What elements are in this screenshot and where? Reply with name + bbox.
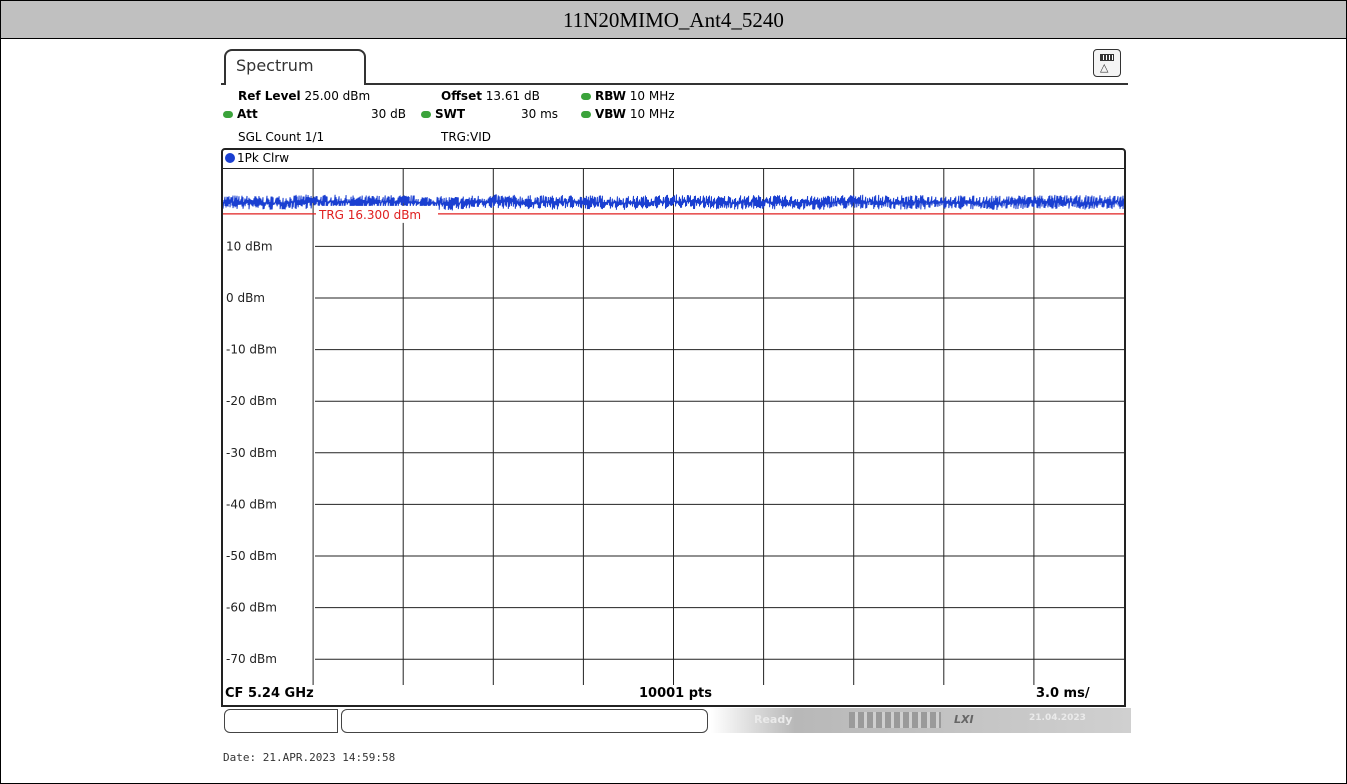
att-led-icon	[223, 111, 233, 118]
date-stamp: Date: 21.APR.2023 14:59:58	[223, 751, 396, 764]
softkey-input[interactable]	[341, 709, 708, 733]
delta-icon: △	[1100, 61, 1109, 74]
page-title: 11N20MIMO_Ant4_5240	[1, 1, 1346, 39]
center-frequency: CF 5.24 GHz	[225, 686, 314, 701]
y-tick-label: -20 dBm	[226, 394, 277, 408]
rbw-label: RBW	[595, 89, 626, 103]
y-tick-label: -40 dBm	[226, 497, 277, 511]
trace-label: 1Pk Clrw	[225, 151, 289, 165]
vbw-label: VBW	[595, 107, 627, 121]
y-tick-label: -70 dBm	[226, 652, 277, 666]
offset-setting: Offset 13.61 dB	[441, 89, 540, 103]
analyzer-screen: Spectrum △ Ref Level 25.00 dBm Offset 13…	[221, 45, 1131, 735]
swt-setting: SWT	[421, 107, 465, 121]
ref-level-label: Ref Level	[238, 89, 301, 103]
softkey-left[interactable]	[224, 709, 338, 733]
tab-spectrum[interactable]: Spectrum	[224, 49, 366, 85]
progress-indicator	[849, 712, 941, 728]
swt-label: SWT	[435, 107, 466, 121]
y-tick-label: 0 dBm	[226, 291, 265, 305]
swt-value: 30 ms	[521, 107, 559, 121]
status-date: 21.04.2023	[1029, 713, 1086, 723]
trace-separator	[223, 168, 1124, 169]
offset-label: Offset	[441, 89, 482, 103]
tab-rule-left	[221, 83, 224, 85]
status-ready: Ready	[754, 713, 793, 726]
lxi-logo: LXI	[954, 713, 974, 726]
time-per-div: 3.0 ms/	[1036, 686, 1090, 701]
ref-level-setting: Ref Level 25.00 dBm	[238, 89, 370, 103]
spectrum-plot: 10 dBm 0 dBm -10 dBm -20 dBm -30 dBm -40 dBm -…	[223, 169, 1124, 685]
att-value: 30 dB	[371, 107, 406, 121]
vbw-led-icon	[581, 111, 591, 118]
y-tick-label: -30 dBm	[226, 446, 277, 460]
trigger-label-bg	[316, 205, 438, 223]
sweep-points: 10001 pts	[639, 686, 713, 701]
y-tick-label: -60 dBm	[226, 601, 277, 615]
y-tick-label: -10 dBm	[226, 343, 277, 357]
trace-dot-icon	[225, 153, 235, 163]
swt-led-icon	[421, 111, 431, 118]
att-setting: Att	[223, 107, 258, 121]
trace-1pk-clrw	[223, 194, 1124, 211]
rbw-value: 10 MHz	[629, 89, 675, 103]
rbw-led-icon	[581, 93, 591, 100]
sgl-count: SGL Count 1/1	[238, 130, 325, 144]
tab-rule	[366, 83, 1128, 85]
battery-icon	[1100, 54, 1114, 61]
plot-frame	[221, 148, 1126, 707]
rbw-setting: RBW 10 MHz	[581, 89, 675, 103]
trigger-label: TRG 16.300 dBm	[318, 208, 421, 222]
att-label: Att	[237, 107, 258, 121]
y-tick-label: -50 dBm	[226, 549, 277, 563]
ref-level-value: 25.00 dBm	[304, 89, 371, 103]
vbw-value: 10 MHz	[629, 107, 675, 121]
trigger-mode: TRG:VID	[441, 130, 491, 144]
offset-value: 13.61 dB	[485, 89, 540, 103]
vbw-setting: VBW 10 MHz	[581, 107, 675, 121]
display-mode-icon[interactable]: △	[1093, 49, 1121, 77]
y-tick-label: 10 dBm	[226, 239, 273, 253]
trace-label-text: 1Pk Clrw	[237, 151, 290, 165]
